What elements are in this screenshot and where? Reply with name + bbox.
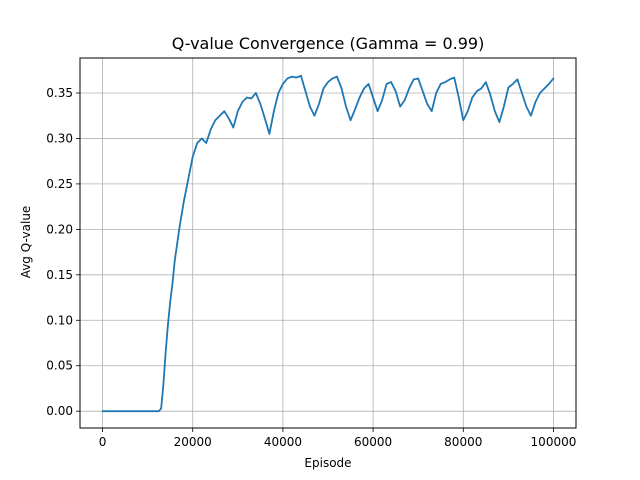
x-tick-label: 0 — [99, 435, 107, 449]
y-tick-label: 0.05 — [46, 359, 73, 373]
y-tick-label: 0.15 — [46, 268, 73, 282]
x-axis-label: Episode — [304, 456, 351, 470]
y-tick-label: 0.10 — [46, 313, 73, 327]
series-line-0 — [101, 74, 555, 413]
y-axis-ticks: 0.00 0.05 0.10 0.15 0.20 0.25 0.30 0.35 — [46, 86, 80, 418]
y-axis-label: Avg Q-value — [19, 206, 33, 279]
x-tick-label: 100000 — [531, 435, 577, 449]
x-tick-label: 80000 — [444, 435, 482, 449]
y-tick-label: 0.20 — [46, 222, 73, 236]
grid — [80, 58, 576, 428]
chart-title: Q-value Convergence (Gamma = 0.99) — [172, 34, 485, 53]
y-tick-label: 0.00 — [46, 404, 73, 418]
y-tick-label: 0.35 — [46, 86, 73, 100]
x-tick-label: 20000 — [174, 435, 212, 449]
plot-area — [101, 74, 555, 413]
y-tick-label: 0.25 — [46, 177, 73, 191]
axes-frame — [79, 57, 577, 429]
x-tick-label: 40000 — [264, 435, 302, 449]
y-tick-label: 0.30 — [46, 131, 73, 145]
x-tick-label: 60000 — [354, 435, 392, 449]
x-axis-ticks: 0 20000 40000 60000 80000 100000 — [99, 428, 577, 449]
